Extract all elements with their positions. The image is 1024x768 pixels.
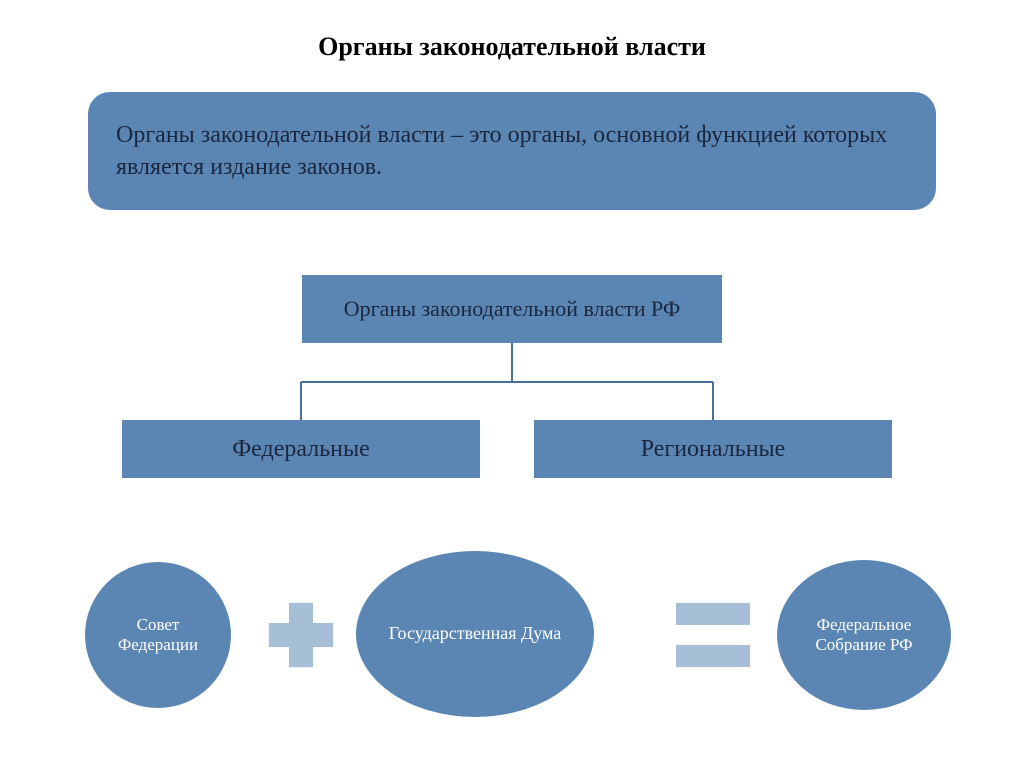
tree-root: Органы законодательной власти РФ <box>302 275 722 343</box>
circle-assembly: Федеральное Собрание РФ <box>777 560 951 710</box>
page-title: Органы законодательной власти <box>0 32 1024 62</box>
circle-duma: Государственная Дума <box>356 551 594 717</box>
circle-council: Совет Федерации <box>85 562 231 708</box>
equals-icon <box>670 560 756 710</box>
definition-box: Органы законодательной власти – это орга… <box>88 92 936 210</box>
branch-regional: Региональные <box>534 420 892 478</box>
branch-federal: Федеральные <box>122 420 480 478</box>
plus-icon <box>258 560 344 710</box>
